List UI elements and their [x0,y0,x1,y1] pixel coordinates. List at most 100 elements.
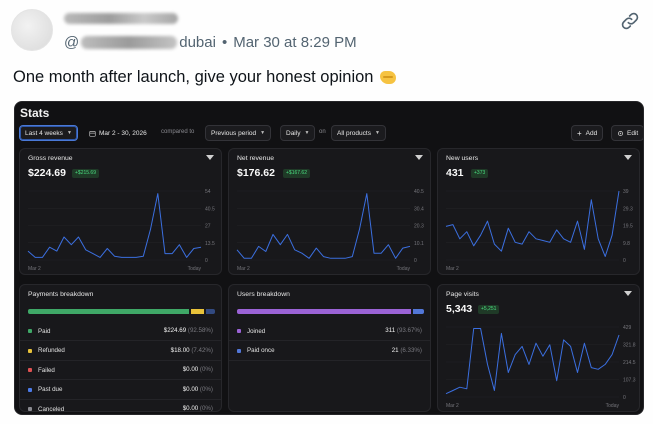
handle-suffix: dubai [179,34,216,51]
row-divider [229,340,430,341]
breakdown-value: 21 (6.33%) [392,347,422,354]
x-tick-label: Today [188,266,202,272]
row-divider [229,359,430,361]
plus-icon: + [577,128,582,138]
breakdown-amount: $224.69 [163,327,187,334]
breakdown-label: Joined [247,327,266,335]
breakdown-row: Canceled [28,404,65,412]
comparison-select-label: Previous period [211,129,257,137]
y-tick-label: 40.5 [205,206,215,212]
breakdown-label: Past due [38,386,63,393]
range-select[interactable]: Last 4 weeks ▼ [19,125,78,141]
y-tick-label: 20.3 [414,224,424,230]
comparison-select[interactable]: Previous period ▼ [205,125,272,141]
handle-prefix: @ [64,34,80,51]
breakdown-percent: (92.58%) [186,327,213,334]
card-menu-icon[interactable] [624,291,632,296]
gross-revenue-card: Gross revenue $224.69 +$215.69 54 40.5 27 1… [19,148,222,275]
change-badge: +$215.69 [72,169,99,178]
breakdown-value: $0.00 (0%) [183,386,213,393]
breakdown-amount: $18.00 [170,346,190,354]
y-tick-label: 9.8 [623,241,630,247]
joined-segment [237,309,411,314]
products-select-label: All products [337,129,371,137]
paid-segment [28,309,189,314]
breakdown-percent: (0%) [198,405,213,412]
payments-stacked-bar [28,309,215,314]
change-badge: +$167.62 [283,169,310,178]
y-tick-label: 321.8 [623,343,636,349]
y-tick-label: 0 [414,258,417,264]
attached-dashboard-image[interactable]: Stats Last 4 weeks ▼ Mar 2 - 30, 2026 com… [14,101,644,415]
series-line [27,193,202,258]
legend-swatch [28,348,32,353]
interval-select[interactable]: Daily ▼ [280,125,316,141]
x-tick-label: Today [606,403,620,409]
row-divider [20,398,221,400]
card-value: $224.69 [28,167,66,179]
y-tick-label: 30.4 [414,206,424,212]
card-menu-icon[interactable] [206,155,214,160]
legend-swatch [28,368,32,372]
calendar-icon [89,130,96,137]
refunded-segment [190,309,204,314]
add-button-label: Add [585,129,598,137]
breakdown-row: Paid [28,326,50,336]
y-tick-label: 0 [205,258,208,264]
y-tick-label: 13.5 [205,241,215,247]
breakdown-percent: (93.67%) [395,327,422,334]
y-tick-label: 19.5 [623,224,633,230]
legend-swatch [28,329,32,333]
x-tick-label: Mar 2 [446,266,459,272]
card-title: Users breakdown [237,291,290,298]
y-tick-label: 27 [205,224,211,230]
y-tick-label: 54 [205,189,211,195]
link-icon[interactable] [620,11,640,31]
breakdown-row: Refunded [28,346,65,356]
net-revenue-chart: 40.5 30.4 20.3 10.1 0 Mar 2 Today [236,189,424,272]
users-stacked-bar [237,309,424,314]
y-tick-label: 40.5 [414,189,424,195]
card-title: Payments breakdown [28,291,94,298]
handle-redacted [81,36,178,49]
breakdown-amount: $0.00 [182,405,199,412]
card-menu-icon[interactable] [624,155,632,160]
breakdown-label: Paid once [247,347,275,354]
y-tick-label: 429 [623,325,632,331]
new-users-chart: 39 29.3 19.5 9.8 0 Mar 2 [445,189,633,272]
change-badge: +373 [471,169,489,178]
range-select-label: Last 4 weeks [25,129,63,137]
author-avatar[interactable] [11,9,53,51]
products-select[interactable]: All products ▼ [331,125,386,141]
post-text: One month after launch, give your honest… [13,68,374,86]
author-name-redacted [64,13,178,24]
x-tick-label: Mar 2 [28,266,41,272]
chevron-down-icon: ▼ [66,130,72,136]
card-menu-icon[interactable] [415,155,423,160]
gear-icon [617,130,624,136]
stats-toolbar: Last 4 weeks ▼ Mar 2 - 30, 2026 compared … [19,125,643,141]
y-tick-label: 29.3 [623,206,633,212]
card-title: Net revenue [237,155,275,162]
post-timestamp[interactable]: Mar 30 at 8:29 PM [233,34,357,51]
breakdown-label: Canceled [38,405,65,412]
add-button[interactable]: + Add [571,125,604,141]
breakdown-label: Paid [38,327,51,335]
y-tick-label: 39 [623,189,629,195]
breakdown-row: Failed [28,365,55,375]
compared-to-label: compared to [161,129,195,135]
users-breakdown-card: Users breakdown Joined 311 (93.67%) Paid o… [228,284,431,412]
x-tick-label: Mar 2 [237,266,250,272]
edit-button[interactable]: Edit [611,125,643,141]
handshake-emoji-icon [380,71,397,84]
breakdown-percent: (6.33%) [398,346,422,354]
edit-button-label: Edit [627,129,639,137]
breakdown-row: Joined [237,326,265,336]
date-range-picker[interactable]: Mar 2 - 30, 2026 [83,125,153,141]
card-title: Gross revenue [28,155,73,162]
series-line [445,190,620,257]
legend-swatch [28,387,32,392]
page-visits-card: Page visits 5,343 +5,251 429 321.8 214.5 10… [437,284,640,412]
breakdown-percent: (0%) [198,366,213,373]
x-tick-label: Today [397,266,411,272]
